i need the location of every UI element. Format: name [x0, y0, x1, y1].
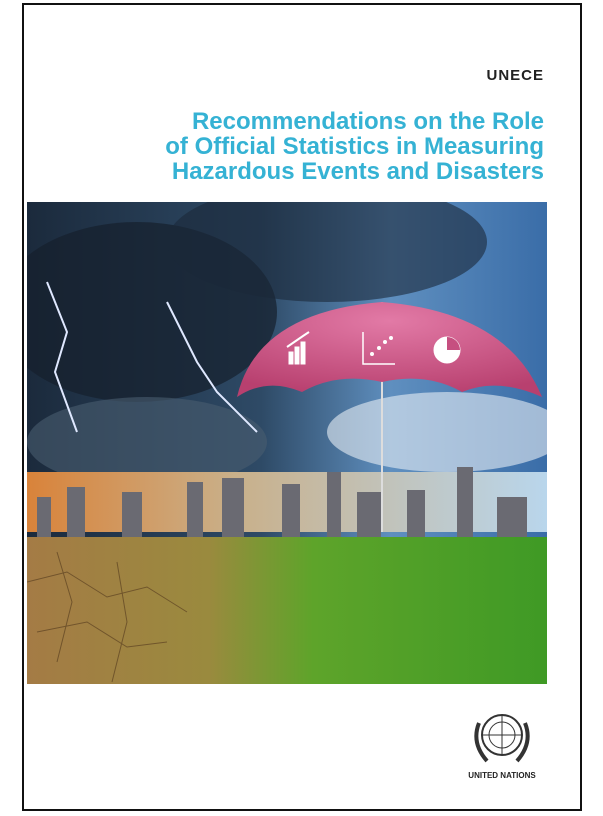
cover: UNECE Recommendations on the Role of Off…: [22, 3, 582, 811]
title-line: of Official Statistics in Measuring: [165, 134, 544, 159]
un-emblem: [467, 703, 537, 769]
cover-illustration: [27, 202, 547, 684]
title-line: Recommendations on the Role: [165, 109, 544, 134]
publisher: UNITED NATIONS: [456, 771, 548, 780]
page: {"header": {"org": "UNECE"}, "title": {"…: [0, 0, 603, 816]
title-line: Hazardous Events and Disasters: [165, 159, 544, 184]
org-name: UNECE: [486, 67, 544, 84]
title: Recommendations on the Role of Official …: [165, 109, 544, 184]
